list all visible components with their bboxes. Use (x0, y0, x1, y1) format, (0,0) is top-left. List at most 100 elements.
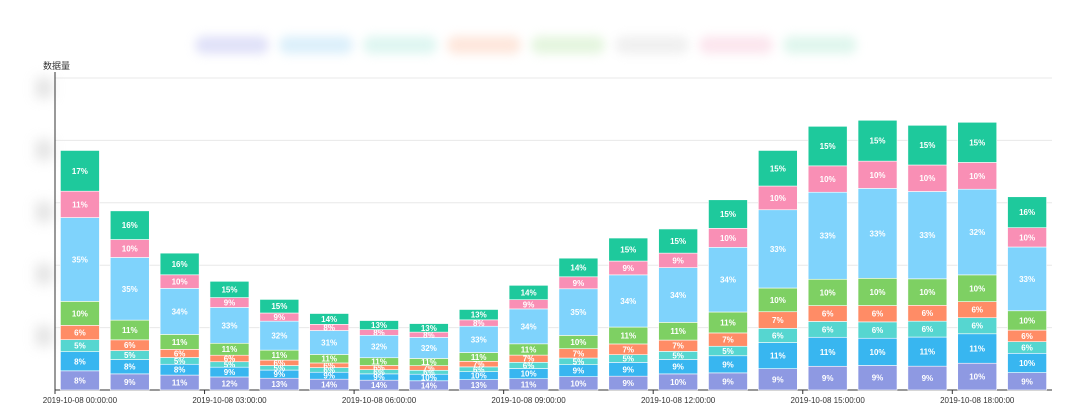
data-label-s1-14: 9% (772, 375, 784, 384)
data-label-s6-3: 33% (221, 321, 237, 330)
data-label-s4-15: 6% (822, 310, 834, 319)
bar-segment-s2-17 (907, 336, 948, 367)
data-label-s5-7: 11% (421, 358, 437, 367)
data-label-s7-10: 9% (573, 279, 585, 288)
data-label-s3-15: 6% (822, 325, 834, 334)
legend-item-1[interactable] (195, 36, 269, 54)
data-label-s6-7: 32% (421, 344, 437, 353)
bar-segment-s7-15 (807, 165, 848, 193)
data-label-s5-18: 10% (969, 284, 985, 293)
data-label-s1-3: 12% (221, 379, 237, 388)
data-label-s3-6: 6% (373, 368, 385, 377)
data-label-s2-7: 10% (421, 374, 437, 383)
data-label-s2-12: 9% (672, 363, 684, 372)
data-label-s6-11: 34% (620, 297, 636, 306)
legend-item-2[interactable] (279, 36, 353, 54)
data-label-s3-7: 6% (423, 368, 435, 377)
data-label-s2-0: 8% (74, 357, 86, 366)
data-label-s3-13: 5% (722, 347, 734, 356)
bar-segment-s8-19 (1007, 196, 1047, 228)
data-label-s7-12: 9% (672, 256, 684, 265)
data-label-s7-6: 8% (373, 328, 385, 337)
data-label-s4-11: 7% (622, 345, 634, 354)
data-label-s4-13: 7% (722, 336, 734, 345)
data-label-s1-13: 9% (722, 377, 734, 386)
data-label-s4-3: 6% (224, 354, 236, 363)
data-label-s8-14: 15% (770, 164, 786, 173)
bar-segment-s6-19 (1007, 246, 1047, 312)
data-label-s7-1: 10% (122, 244, 138, 253)
bar-segment-s2-18 (957, 333, 998, 364)
legend-item-6[interactable] (615, 36, 689, 54)
data-label-s6-2: 34% (172, 307, 188, 316)
data-label-s3-16: 6% (872, 326, 884, 335)
bar-segment-s6-2 (159, 288, 200, 335)
data-label-s8-8: 13% (471, 311, 487, 320)
data-label-s6-9: 34% (521, 322, 537, 331)
data-label-s4-0: 6% (74, 329, 86, 338)
bar-segment-s6-1 (109, 257, 150, 321)
x-tick-label-4: 2019-10-08 12:00:00 (641, 396, 716, 405)
data-label-s8-13: 15% (720, 210, 736, 219)
data-label-s5-17: 10% (919, 288, 935, 297)
data-label-s4-1: 6% (124, 341, 136, 350)
data-label-s3-2: 5% (174, 357, 186, 366)
bar-segment-s8-4 (259, 299, 300, 314)
data-label-s7-9: 9% (523, 300, 535, 309)
data-label-s3-12: 5% (672, 351, 684, 360)
data-label-s5-8: 11% (471, 353, 487, 362)
data-label-s4-9: 7% (523, 355, 535, 364)
legend-item-7[interactable] (699, 36, 773, 54)
data-label-s4-10: 7% (573, 349, 585, 358)
chart-legend-blurred[interactable] (195, 36, 875, 56)
bar-segment-s5-18 (957, 274, 998, 302)
data-label-s1-10: 10% (570, 379, 586, 388)
data-label-s3-19: 6% (1021, 343, 1033, 352)
bar-segment-s6-16 (857, 188, 898, 279)
data-label-s6-1: 35% (122, 285, 138, 294)
legend-item-3[interactable] (363, 36, 437, 54)
data-label-s4-14: 7% (772, 316, 784, 325)
data-label-s4-4: 6% (274, 359, 286, 368)
data-label-s2-2: 8% (174, 366, 186, 375)
data-label-s5-2: 11% (172, 338, 188, 347)
legend-item-8[interactable] (783, 36, 857, 54)
data-label-s7-14: 10% (770, 194, 786, 203)
data-label-s2-1: 8% (124, 363, 136, 372)
data-label-s3-14: 6% (772, 331, 784, 340)
legend-item-5[interactable] (531, 36, 605, 54)
data-label-s5-16: 10% (870, 288, 886, 297)
data-label-s3-9: 6% (523, 361, 535, 370)
data-label-s1-9: 11% (521, 380, 537, 389)
data-label-s1-2: 11% (172, 379, 188, 388)
data-label-s7-4: 9% (274, 313, 286, 322)
data-label-s6-6: 32% (371, 343, 387, 352)
bar-segment-s8-8 (458, 309, 499, 321)
data-label-s6-18: 32% (969, 228, 985, 237)
bar-segment-s8-0 (60, 150, 100, 192)
data-label-s1-6: 14% (371, 381, 387, 390)
bar-segment-s8-11 (608, 237, 649, 262)
bar-segment-s8-10 (558, 257, 599, 278)
data-label-s2-4: 9% (274, 370, 286, 379)
data-label-s3-17: 6% (922, 325, 934, 334)
bar-segment-s8-13 (708, 199, 748, 229)
data-label-s3-1: 5% (124, 351, 136, 360)
bar-segment-s7-0 (60, 190, 100, 218)
data-label-s6-14: 33% (770, 245, 786, 254)
data-label-s2-18: 11% (969, 345, 985, 354)
bar-segment-s5-17 (907, 278, 948, 306)
data-label-s5-19: 10% (1019, 316, 1035, 325)
data-label-s2-14: 11% (770, 352, 786, 361)
data-label-s7-19: 10% (1019, 233, 1035, 242)
data-label-s7-0: 11% (72, 200, 88, 209)
legend-item-4[interactable] (447, 36, 521, 54)
data-label-s7-13: 10% (720, 234, 736, 243)
data-label-s4-2: 6% (174, 349, 186, 358)
bar-segment-s8-2 (159, 252, 200, 276)
data-label-s5-10: 10% (570, 338, 586, 347)
data-label-s8-10: 14% (570, 263, 586, 272)
data-label-s7-18: 10% (969, 172, 985, 181)
data-label-s1-4: 13% (271, 380, 287, 389)
